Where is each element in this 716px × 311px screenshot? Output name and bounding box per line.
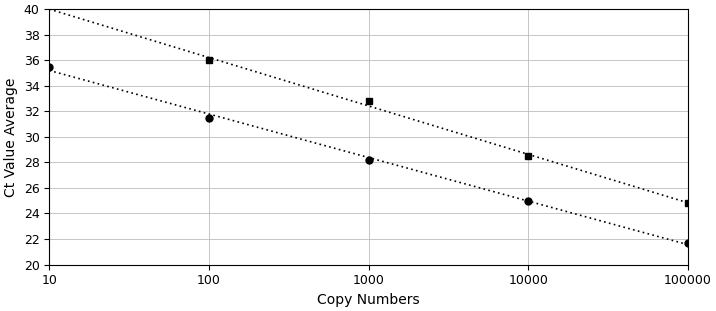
Y-axis label: Ct Value Average: Ct Value Average [4,77,18,197]
X-axis label: Copy Numbers: Copy Numbers [317,293,420,307]
